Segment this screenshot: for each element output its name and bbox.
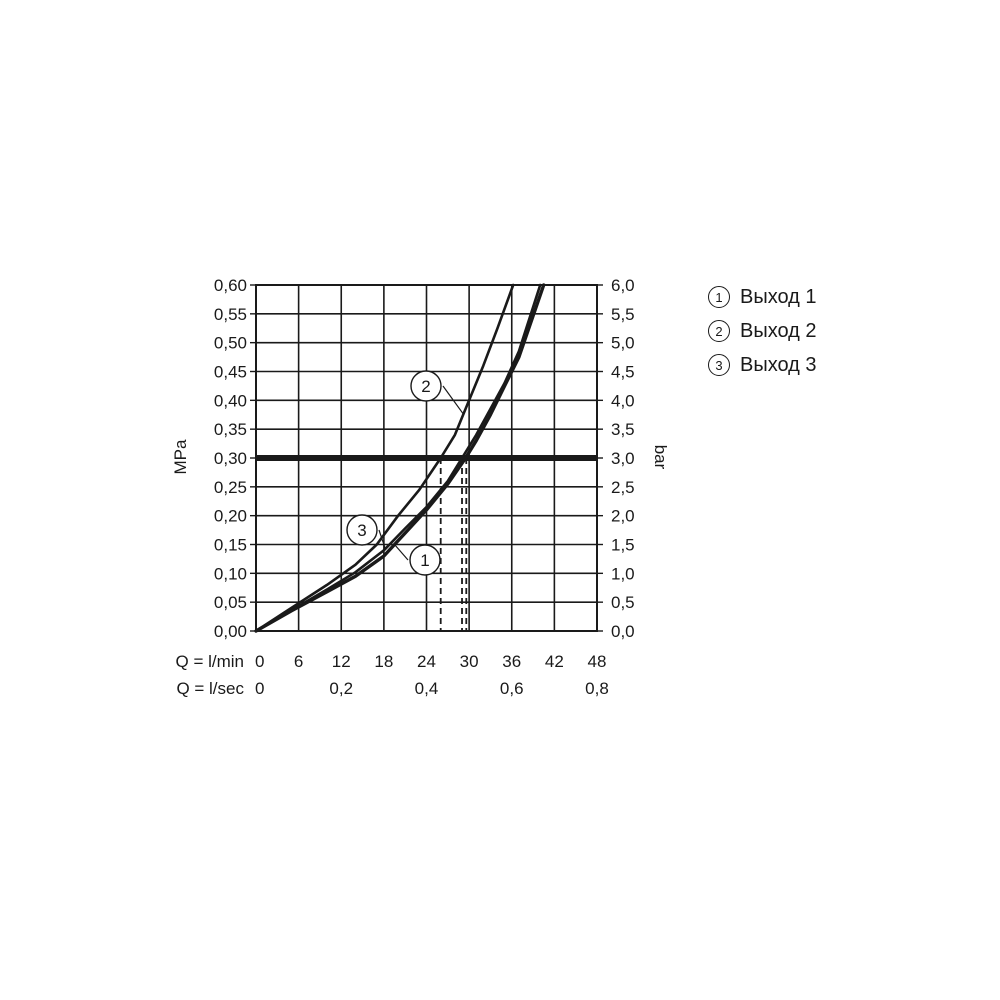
- y-right-tick-label: 5,0: [611, 334, 635, 353]
- tick-labels: 0,000,050,100,150,200,250,300,350,400,45…: [176, 276, 635, 698]
- y-right-tick-label: 1,5: [611, 536, 635, 555]
- x-tick-label: 12: [332, 652, 351, 671]
- callout-label-1: 1: [420, 551, 429, 570]
- legend-label-1: Выход 1: [740, 285, 817, 308]
- legend-item-2: 2 Выход 2: [708, 314, 817, 348]
- x-tick-label: 48: [588, 652, 607, 671]
- x-tick-label: 0: [255, 652, 264, 671]
- curve-3: [254, 283, 542, 633]
- y-right-tick-label: 3,5: [611, 420, 635, 439]
- x-tick-label: 0: [255, 679, 264, 698]
- y-left-tick-label: 0,55: [214, 305, 247, 324]
- y-left-tick-label: 0,00: [214, 622, 247, 641]
- y-right-tick-label: 0,0: [611, 622, 635, 641]
- legend-marker-3: 3: [708, 354, 730, 376]
- y-left-tick-label: 0,05: [214, 593, 247, 612]
- x-tick-label: 0,4: [415, 679, 439, 698]
- y-left-tick-label: 0,10: [214, 564, 247, 583]
- legend-label-3: Выход 3: [740, 353, 817, 376]
- curve-2: [254, 283, 515, 633]
- x-tick-label: 0,8: [585, 679, 609, 698]
- legend-marker-1: 1: [708, 286, 730, 308]
- y-left-tick-label: 0,15: [214, 536, 247, 555]
- y-right-tick-label: 1,0: [611, 564, 635, 583]
- callout-label-3: 3: [357, 521, 366, 540]
- y-axis-right-label: bar: [651, 445, 670, 470]
- x-tick-label: 36: [502, 652, 521, 671]
- x-tick-label: 0,6: [500, 679, 524, 698]
- x-row-label-1: Q = l/sec: [176, 679, 244, 698]
- legend-item-3: 3 Выход 3: [708, 348, 817, 382]
- callout-label-2: 2: [421, 377, 430, 396]
- callout-leader-3: [378, 529, 386, 549]
- x-tick-label: 0,2: [329, 679, 353, 698]
- y-right-tick-label: 5,5: [611, 305, 635, 324]
- x-tick-label: 42: [545, 652, 564, 671]
- x-tick-label: 6: [294, 652, 303, 671]
- y-left-tick-label: 0,50: [214, 334, 247, 353]
- y-right-tick-label: 2,0: [611, 507, 635, 526]
- legend-marker-2: 2: [708, 320, 730, 342]
- callout-circle-2: [410, 370, 442, 402]
- y-right-tick-label: 4,0: [611, 391, 635, 410]
- y-left-tick-label: 0,30: [214, 449, 247, 468]
- y-left-tick-label: 0,60: [214, 276, 247, 295]
- y-left-tick-label: 0,25: [214, 478, 247, 497]
- y-left-tick-label: 0,35: [214, 420, 247, 439]
- y-right-tick-label: 2,5: [611, 478, 635, 497]
- y-right-tick-label: 0,5: [611, 593, 635, 612]
- legend: 1 Выход 1 2 Выход 2 3 Выход 3: [708, 280, 817, 382]
- y-left-tick-label: 0,40: [214, 391, 247, 410]
- callout-circle-1: [409, 544, 441, 576]
- legend-label-2: Выход 2: [740, 319, 817, 342]
- callout-leader-2: [442, 385, 464, 415]
- curve-callouts: 1 2 3: [346, 370, 464, 576]
- y-right-tick-label: 6,0: [611, 276, 635, 295]
- y-right-tick-label: 4,5: [611, 363, 635, 382]
- x-tick-label: 30: [460, 652, 479, 671]
- callout-leader-1: [394, 544, 409, 561]
- y-left-tick-label: 0,20: [214, 507, 247, 526]
- x-tick-label: 24: [417, 652, 436, 671]
- legend-item-1: 1 Выход 1: [708, 280, 817, 314]
- callout-circle-3: [346, 514, 378, 546]
- x-tick-label: 18: [374, 652, 393, 671]
- y-left-tick-label: 0,45: [214, 363, 247, 382]
- x-row-label-0: Q = l/min: [176, 652, 245, 671]
- operating-point-droplines: [439, 458, 468, 631]
- y-right-tick-label: 3,0: [611, 449, 635, 468]
- curves: [254, 283, 546, 633]
- curve-1: [254, 283, 546, 633]
- y-axis-left-label: MPa: [171, 439, 190, 475]
